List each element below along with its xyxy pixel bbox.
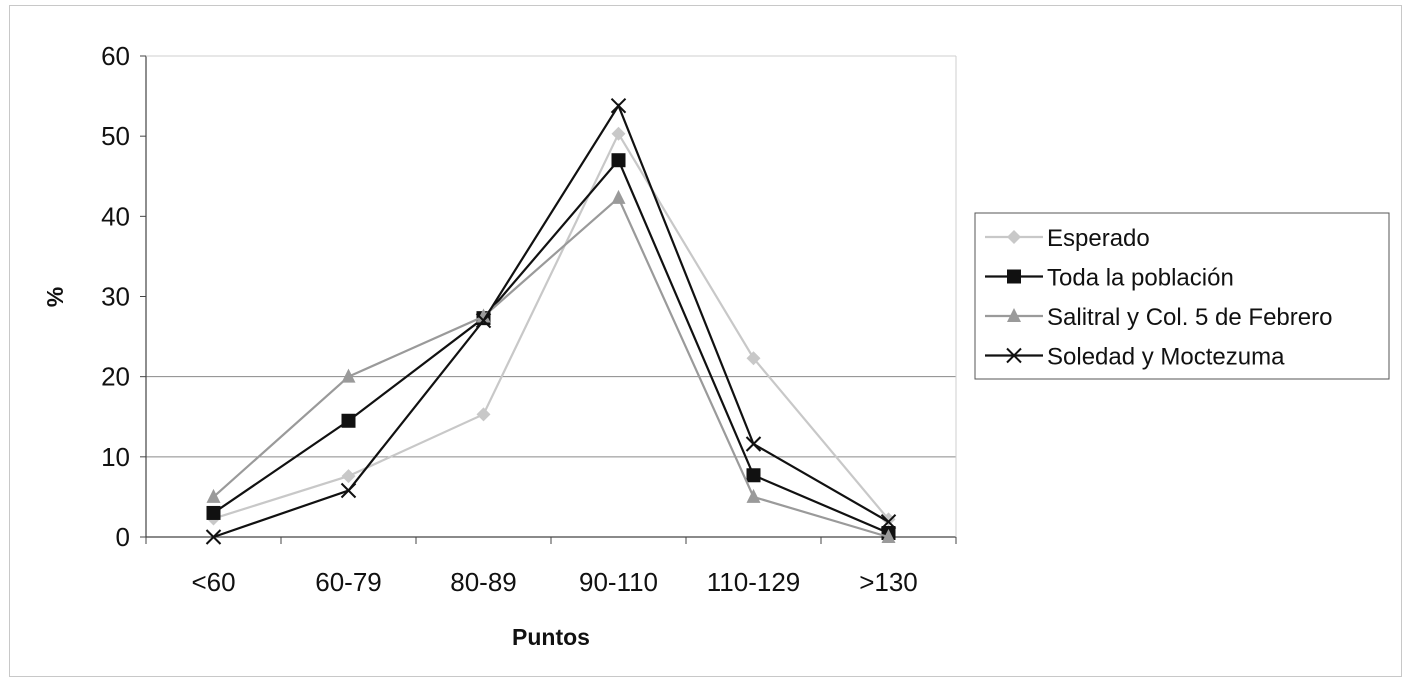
marker-x-stroke <box>610 97 627 114</box>
gridlines <box>146 376 956 458</box>
marker-diamond <box>746 351 761 366</box>
y-tick-label: 10 <box>101 442 130 472</box>
legend-item: Salitral y Col. 5 de Febrero <box>985 304 1332 331</box>
series-line <box>213 131 890 521</box>
series-4 <box>205 97 897 545</box>
legend-item: Esperado <box>985 225 1150 252</box>
y-tick-label: 20 <box>101 362 130 392</box>
y-tick-label: 0 <box>116 522 130 552</box>
marker-triangle <box>1007 308 1021 322</box>
marker-diamond <box>476 407 491 422</box>
marker-x <box>745 436 762 452</box>
legend-item: Soledad y Moctezuma <box>985 344 1285 371</box>
marker-diamond <box>611 126 626 141</box>
legend-label: Soledad y Moctezuma <box>1047 344 1285 371</box>
legend-box <box>974 212 1390 380</box>
axes: 0 10 20 30 40 50 60 <60 60-79 80-89 90-110 110-129 >… <box>101 41 957 597</box>
marker-square <box>206 505 221 520</box>
x-tick-label: 110-129 <box>707 567 801 597</box>
marker-x <box>475 312 492 329</box>
marker-x <box>880 514 897 530</box>
series-line <box>212 158 889 535</box>
marker-x-stroke <box>475 312 492 329</box>
marker-square <box>746 468 761 483</box>
marker-diamond <box>881 512 896 527</box>
x-axis-title: Puntos <box>512 624 590 650</box>
legend-label: Salitral y Col. 5 de Febrero <box>1047 304 1332 331</box>
marker-diamond <box>341 469 356 484</box>
marker-x-stroke <box>1006 347 1022 364</box>
x-tick-label: <60 <box>191 567 235 597</box>
marker-triangle <box>341 368 356 383</box>
marker-x <box>340 482 357 499</box>
marker-x-stroke <box>340 482 357 499</box>
marker-square <box>611 153 626 168</box>
y-tick-label: 50 <box>101 121 130 151</box>
x-tick-label: 60-79 <box>315 567 382 597</box>
marker-diamond <box>1007 230 1021 244</box>
marker-x-stroke <box>205 529 222 545</box>
series-layer <box>205 97 897 545</box>
legend-label: Toda la población <box>1047 265 1234 292</box>
series-line <box>212 196 889 539</box>
legend-item: Toda la población <box>985 265 1234 292</box>
marker-x-stroke <box>880 514 897 530</box>
series-1 <box>206 126 896 527</box>
marker-triangle <box>881 529 896 543</box>
x-tick-label: >130 <box>859 567 918 597</box>
marker-square <box>341 413 356 428</box>
legend: Esperado Toda la población Salitral y Col.… <box>974 212 1390 380</box>
marker-triangle <box>476 308 491 323</box>
y-axis-title: % <box>42 287 68 307</box>
marker-triangle <box>206 488 221 503</box>
marker-x <box>1006 347 1022 364</box>
x-tick-label: 90-110 <box>579 567 658 597</box>
y-tick-label: 40 <box>101 201 130 231</box>
y-tick-label: 60 <box>101 41 130 71</box>
legend-label: Esperado <box>1047 225 1150 252</box>
y-tick-label: 30 <box>101 282 130 312</box>
marker-x <box>205 529 222 545</box>
x-tick-label: 80-89 <box>450 567 517 597</box>
marker-triangle <box>611 189 626 204</box>
marker-triangle <box>746 488 761 503</box>
marker-x <box>610 97 627 114</box>
marker-square <box>1007 269 1021 284</box>
series-3 <box>206 189 896 543</box>
marker-x-stroke <box>745 436 762 452</box>
series-line <box>213 103 890 539</box>
